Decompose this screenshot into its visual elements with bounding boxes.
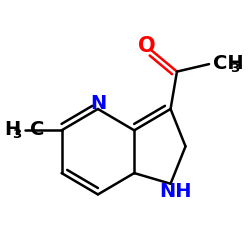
Text: NH: NH — [160, 182, 192, 201]
Text: CH: CH — [213, 54, 244, 72]
Text: 3: 3 — [12, 128, 22, 141]
Text: N: N — [90, 94, 106, 112]
Text: 3: 3 — [230, 62, 239, 75]
Text: H: H — [5, 120, 21, 139]
Text: O: O — [138, 36, 156, 56]
Text: C: C — [30, 120, 44, 139]
